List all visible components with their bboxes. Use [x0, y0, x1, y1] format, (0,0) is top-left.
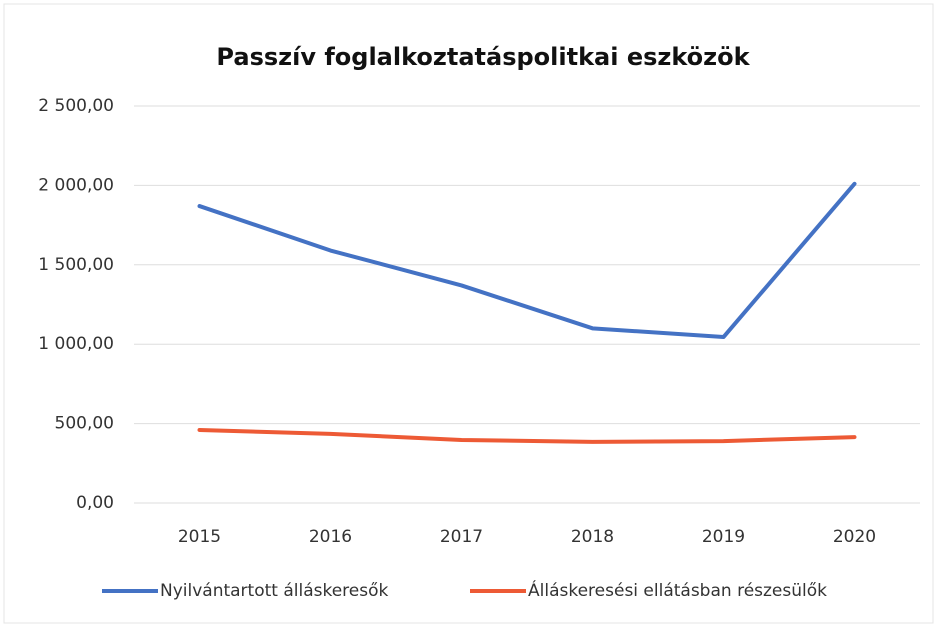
y-tick-label: 2 000,00: [38, 175, 114, 195]
y-tick-label: 500,00: [55, 414, 114, 434]
line-series: [197, 427, 857, 444]
chart-frame: [3, 3, 934, 624]
x-tick-label: 2015: [178, 527, 221, 547]
x-tick-label: 2020: [833, 527, 876, 547]
y-tick-label: 1 500,00: [38, 255, 114, 275]
legend-label: Nyilvántartott álláskeresők: [160, 581, 389, 601]
y-tick-label: 0,00: [76, 493, 114, 513]
legend-label: Álláskeresési ellátásban részesülők: [528, 579, 827, 601]
chart-title: Passzív foglalkoztatáspolitkai eszközök: [216, 43, 750, 71]
x-tick-label: 2017: [440, 527, 483, 547]
y-tick-label: 2 500,00: [38, 96, 114, 116]
x-tick-label: 2019: [702, 527, 745, 547]
line-series: [197, 181, 857, 340]
y-tick-label: 1 000,00: [38, 334, 114, 354]
x-tick-label: 2018: [571, 527, 614, 547]
x-tick-label: 2016: [309, 527, 352, 547]
